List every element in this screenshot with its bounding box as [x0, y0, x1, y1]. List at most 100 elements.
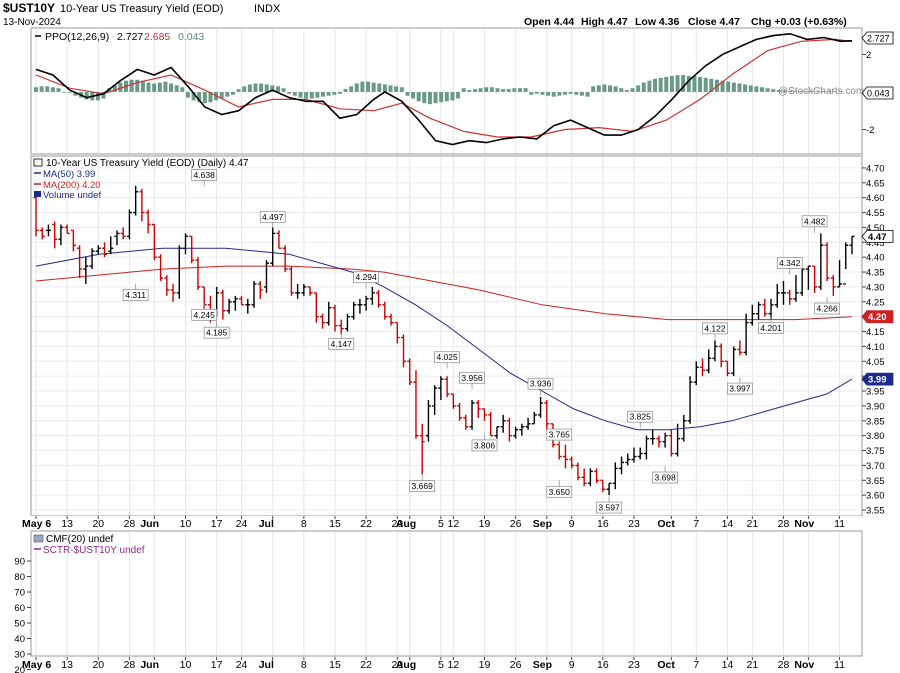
price-annotation: 3.806 — [471, 433, 498, 452]
ohlc-bar — [643, 435, 649, 460]
x-tick-label: Aug — [396, 518, 416, 530]
cmf-tick-label: 60 — [14, 603, 25, 614]
ohlc-bar — [481, 408, 487, 421]
x-tick-label: 7 — [693, 518, 699, 530]
ohlc-bar — [700, 358, 706, 377]
ppo-histogram-bar — [371, 82, 376, 92]
ohlc-bar — [569, 456, 575, 469]
ohlc-bar — [575, 462, 581, 481]
x-tick-label: Sep — [533, 659, 552, 671]
annotation-label: 3.669 — [412, 481, 434, 491]
price-annotation: 4.497 — [259, 210, 286, 229]
x-tick-label: 21 — [746, 518, 758, 530]
ppo-histogram-bar — [202, 91, 207, 104]
ppo-histogram-bar — [450, 91, 455, 101]
annotation-label: 4.201 — [760, 323, 782, 333]
price-annotation: 3.597 — [596, 496, 622, 514]
ma50-line — [35, 247, 853, 431]
x-tick-label: 16 — [597, 659, 609, 671]
ppo-histogram-bar — [591, 86, 596, 92]
ppo-legend-value: 2.727 — [117, 31, 143, 43]
ppo-histogram-bar — [456, 91, 461, 99]
ohlc-bar — [849, 235, 855, 255]
ppo-histogram-bar — [67, 91, 72, 93]
ppo-histogram-bar — [135, 79, 140, 92]
price-tag-box — [861, 372, 894, 386]
ohlc-bar — [139, 188, 145, 222]
ohlc-bar — [625, 453, 631, 466]
x-tick-label: 29 — [391, 518, 403, 530]
price-tick-label: 3.65 — [866, 476, 885, 487]
ohlc-bar — [830, 275, 836, 296]
ohlc-bar — [158, 254, 164, 281]
annotation-box — [527, 377, 554, 390]
ohlc-bar — [662, 432, 668, 448]
annotation-label: 4.311 — [125, 290, 146, 300]
price-legend: 10-Year US Treasury Yield (EOD) (Daily) … — [33, 158, 249, 201]
price-annotation: 4.025 — [434, 351, 460, 369]
ma200-legend: MA(200) 4.20 — [43, 180, 101, 191]
ppo-histogram-bar — [152, 83, 157, 92]
ppo-histogram-bar — [838, 91, 843, 92]
annotation-box — [727, 382, 753, 395]
ppo-histogram-bar — [197, 91, 202, 103]
ppo-histogram-bar — [219, 91, 224, 99]
ppo-histogram-bar — [343, 89, 348, 92]
ohlc-bar — [369, 286, 375, 305]
sctr-legend-label: SCTR-$UST10Y undef — [43, 545, 145, 556]
annotation-box — [328, 338, 355, 350]
ohlc-bar — [432, 385, 438, 415]
price-tick-label: 4.25 — [866, 297, 885, 308]
ppo-tick-label: -2 — [866, 125, 874, 136]
ohlc-bar — [444, 376, 450, 397]
ohlc-bar — [768, 298, 774, 320]
change-value: Chg +0.03 (+0.63%) — [751, 16, 847, 28]
ppo-histogram-bar — [185, 91, 190, 98]
cmf-panel — [30, 530, 863, 657]
ohlc-bar — [712, 340, 718, 362]
cmf-tick-label: 90 — [14, 557, 25, 568]
ppo-histogram-bar — [551, 91, 556, 97]
ppo-histogram-bar — [726, 81, 731, 92]
annotation-box — [434, 351, 460, 364]
ppo-histogram-bar — [759, 87, 764, 92]
ppo-tag-label: 2.727 — [867, 34, 890, 44]
ppo-histogram-bar — [692, 75, 697, 92]
ppo-histogram-bar — [118, 82, 123, 92]
x-tick-label: 12 — [447, 518, 459, 530]
price-annotation: 4.638 — [191, 169, 218, 187]
cmf-tick-label: 70 — [14, 588, 25, 599]
ppo-histogram-bar — [169, 83, 174, 92]
ohlc-bar — [494, 426, 500, 439]
annotation-box — [814, 302, 840, 315]
cmf-tick-label: 30 — [14, 650, 25, 661]
ppo-histogram-bar — [506, 89, 511, 92]
ppo-histogram-bar — [315, 91, 320, 98]
ohlc-bar — [469, 399, 475, 430]
annotation-label: 3.765 — [549, 430, 571, 440]
ppo-histogram-bar — [647, 80, 652, 92]
ppo-histogram-bar — [439, 91, 444, 103]
price-annotation: 4.185 — [203, 321, 230, 339]
ohlc-bar — [843, 242, 849, 285]
price-annotation: 4.147 — [328, 332, 355, 350]
x-tick-label: Jun — [140, 659, 159, 671]
ohlc-bar — [344, 313, 350, 332]
ppo-histogram-bar — [534, 91, 539, 94]
x-tick-label: May 6 — [22, 659, 51, 671]
price-annotation: 3.825 — [627, 410, 654, 429]
ohlc-bar — [519, 423, 525, 436]
ppo-histogram-bar — [793, 91, 798, 92]
ohlc-bar — [600, 479, 606, 493]
close-value: Close 4.47 — [688, 16, 740, 28]
annotation-box — [203, 326, 230, 339]
ppo-histogram-bar — [354, 83, 359, 92]
annotations: 4.638 4.311 4.245 4.185 4.497 4.147 4.294 3.669… — [122, 169, 840, 514]
ppo-histogram-bar — [765, 88, 770, 92]
ppo-signal-line — [35, 38, 853, 138]
annotation-box — [627, 410, 654, 423]
x-tick-label: 17 — [211, 659, 223, 671]
ohlc-bar — [724, 360, 730, 377]
